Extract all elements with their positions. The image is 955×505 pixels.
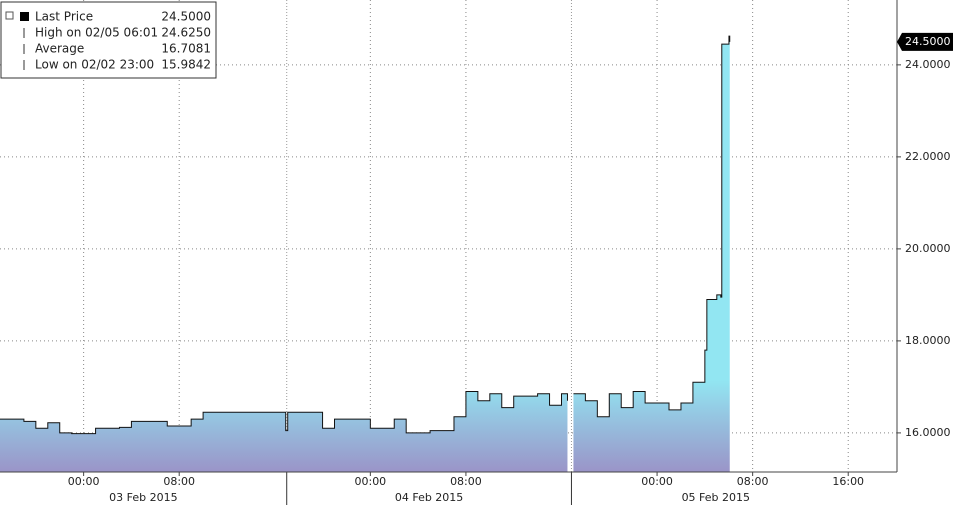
legend-value: 15.9842 — [161, 58, 211, 72]
date-label: 04 Feb 2015 — [395, 491, 463, 504]
x-tick-label: 08:00 — [163, 475, 195, 488]
date-label: 03 Feb 2015 — [109, 491, 177, 504]
last-price-marker — [897, 32, 953, 51]
legend-box — [0, 1, 217, 79]
y-tick-label: 24.0000 — [905, 58, 951, 71]
legend-label: High on 02/05 06:01 — [35, 26, 158, 40]
legend-label: Average — [35, 42, 84, 56]
x-tick-label: 00:00 — [68, 475, 100, 488]
legend-collapse — [5, 11, 14, 20]
y-tick-label: 18.0000 — [905, 334, 951, 347]
area-fill — [0, 36, 730, 472]
legend-value: 16.7081 — [161, 42, 211, 56]
y-tick-label: 22.0000 — [905, 150, 951, 163]
y-tick-label: 16.0000 — [905, 426, 951, 439]
x-tick-label: 00:00 — [641, 475, 673, 488]
x-tick-label: 08:00 — [450, 475, 482, 488]
legend-value: 24.6250 — [161, 26, 211, 40]
x-tick-label: 16:00 — [832, 475, 864, 488]
legend-label: Low on 02/02 23:00 — [35, 58, 154, 72]
legend-swatch — [20, 12, 29, 21]
legend-value: 24.5000 — [161, 10, 211, 24]
x-tick-label: 00:00 — [354, 475, 386, 488]
last-price-label: 24.5000 — [905, 35, 951, 48]
date-label: 05 Feb 2015 — [682, 491, 750, 504]
x-tick-label: 08:00 — [737, 475, 769, 488]
y-tick-label: 20.0000 — [905, 242, 951, 255]
price-line — [0, 35, 731, 435]
legend-label: Last Price — [35, 10, 93, 24]
